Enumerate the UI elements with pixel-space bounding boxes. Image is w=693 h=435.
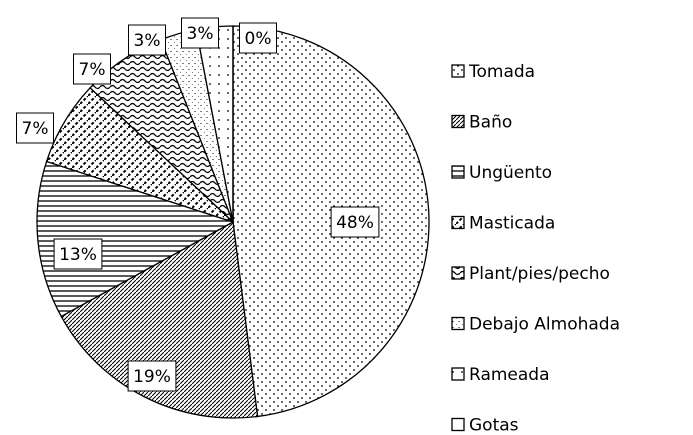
data-label: 19% bbox=[133, 367, 171, 387]
data-label-box bbox=[128, 24, 166, 56]
data-label-box bbox=[127, 360, 177, 392]
legend-swatch bbox=[451, 266, 465, 280]
data-label: 3% bbox=[134, 31, 161, 51]
data-label-box bbox=[181, 17, 219, 49]
data-label: 3% bbox=[187, 24, 214, 44]
legend-label: Gotas bbox=[469, 416, 519, 435]
legend-label: Tomada bbox=[468, 62, 535, 82]
pie-slice bbox=[60, 220, 259, 419]
legend-swatch bbox=[451, 165, 465, 179]
data-label: 0% bbox=[245, 29, 272, 49]
pie-slice bbox=[36, 160, 235, 318]
data-label-box bbox=[330, 206, 380, 238]
data-label: 48% bbox=[336, 213, 374, 233]
data-label-box bbox=[16, 112, 54, 144]
data-label: 7% bbox=[22, 119, 49, 139]
legend-label: Plant/pies/pecho bbox=[469, 264, 610, 284]
legend-label: Masticada bbox=[469, 214, 555, 234]
legend-label: Debajo Almohada bbox=[469, 315, 620, 335]
data-label: 7% bbox=[79, 60, 106, 80]
legend-label: Baño bbox=[469, 113, 512, 133]
legend-swatch bbox=[451, 64, 465, 78]
legend-swatch bbox=[451, 316, 465, 331]
legend-swatch bbox=[451, 215, 465, 230]
data-label-box bbox=[53, 238, 103, 270]
legend-label: Ungüento bbox=[469, 163, 552, 183]
legend-label: Rameada bbox=[469, 365, 550, 385]
data-label-box bbox=[73, 53, 111, 85]
legend-swatch bbox=[451, 367, 465, 381]
legend-swatch bbox=[451, 114, 465, 129]
data-label: 13% bbox=[59, 245, 97, 265]
data-label-box bbox=[239, 22, 277, 54]
legend-swatch bbox=[451, 417, 465, 432]
